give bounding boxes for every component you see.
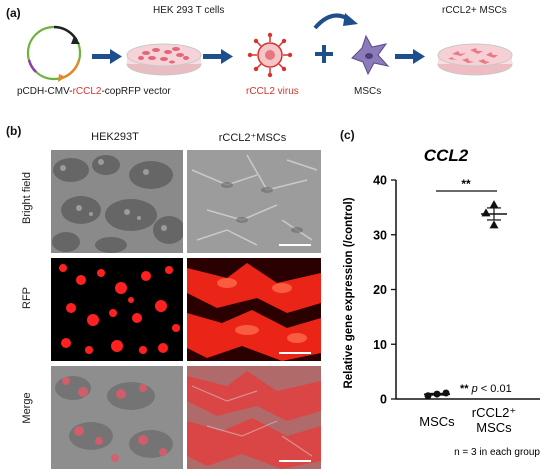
image-hek-merge	[51, 366, 183, 469]
chart-ylabel: Relative gene expression (/control)	[343, 197, 355, 388]
plus-icon	[315, 45, 333, 63]
panel-b-label: (b)	[6, 124, 22, 138]
texture-mscs-rfp	[187, 263, 321, 361]
scale-bar	[279, 244, 311, 246]
data-point-rccl2	[489, 200, 499, 209]
vector-gene: rCCL2	[72, 86, 102, 97]
culture-dish-hek-icon	[126, 43, 202, 76]
data-point-rccl2	[481, 208, 491, 217]
y-tick-label: 10	[373, 338, 387, 352]
data-point-rccl2	[489, 220, 499, 229]
row-label-merge: Merge	[21, 392, 33, 424]
ccl2-chart: CCL2 Relative gene expression (/control)…	[343, 146, 540, 458]
chart-title: CCL2	[424, 146, 469, 165]
scale-bar	[279, 352, 311, 354]
p-value-note: ** p < 0.01	[460, 383, 512, 395]
p-note-p: p	[471, 383, 478, 395]
row-label-bright-field: Bright field	[21, 172, 33, 224]
texture-hek-bf	[52, 155, 183, 253]
n-note: n = 3 in each group	[454, 447, 540, 458]
image-mscs-bright-field	[187, 150, 321, 253]
vector-prefix: pCDH-CMV-	[17, 86, 73, 97]
p-note-rest: < 0.01	[478, 383, 512, 395]
curved-arrow-icon	[313, 13, 358, 30]
y-tick-label: 20	[373, 283, 387, 297]
plasmid-icon	[26, 25, 82, 82]
panel-c-label: (c)	[340, 128, 355, 142]
image-hek-rfp	[51, 258, 183, 361]
arrow-2-icon	[203, 49, 233, 64]
significance-stars: **	[461, 177, 471, 191]
result-cells-title: rCCL2+ MSCs	[442, 5, 507, 16]
y-tick-label: 0	[380, 393, 387, 407]
image-mscs-rfp	[187, 258, 321, 361]
hek-cells-title: HEK 293 T cells	[153, 5, 225, 16]
image-hek-bright-field	[51, 150, 183, 253]
arrow-3-icon	[395, 49, 425, 64]
y-tick-label: 40	[373, 174, 387, 188]
vector-label: pCDH-CMV-rCCL2-copRFP vector	[17, 86, 171, 97]
y-tick-label: 30	[373, 228, 387, 242]
virus-label: rCCL2 virus	[246, 86, 299, 97]
texture-hek-rfp	[59, 264, 180, 354]
x-category-msc-line1: MSCs	[419, 414, 455, 429]
vector-suffix: -copRFP vector	[101, 86, 171, 97]
virus-icon	[247, 32, 293, 78]
texture-mscs-merge	[187, 371, 321, 469]
texture-mscs-bf	[191, 154, 318, 246]
x-category-rccl2-line2: MSCs	[476, 420, 512, 435]
mscs-label: MSCs	[354, 86, 382, 97]
col-header-rccl2-mscs: rCCL2⁺MSCs	[218, 132, 287, 144]
texture-hek-merge	[55, 376, 173, 462]
scale-bar	[279, 460, 311, 462]
x-category-rccl2-line1: rCCL2⁺	[472, 405, 516, 420]
image-mscs-merge	[187, 366, 321, 469]
p-note-stars: **	[460, 383, 469, 395]
culture-dish-result-icon	[437, 43, 513, 76]
panel-a-schematic	[26, 13, 513, 82]
row-label-rfp: RFP	[21, 287, 33, 309]
msc-cell-icon	[351, 34, 390, 76]
arrow-1-icon	[92, 49, 122, 64]
col-header-hek293t: HEK293T	[91, 131, 139, 143]
panel-a-label: (a)	[6, 6, 21, 20]
